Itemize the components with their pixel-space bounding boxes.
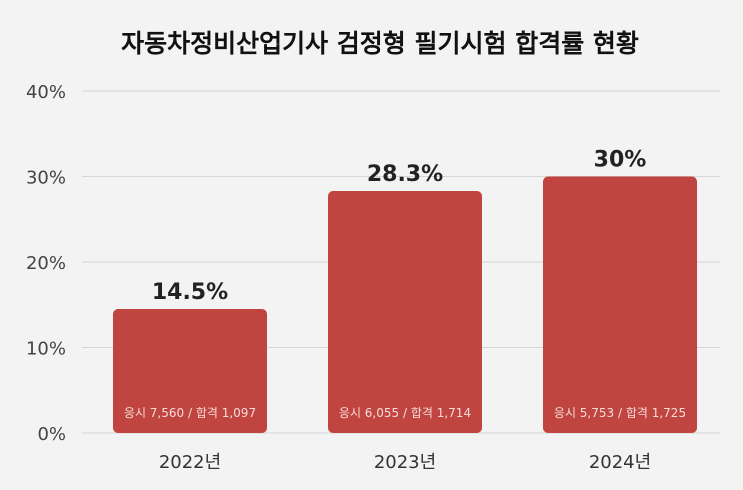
bar bbox=[328, 191, 482, 433]
data-label: 30% bbox=[594, 148, 647, 173]
data-label: 14.5% bbox=[152, 280, 228, 305]
bar bbox=[543, 176, 697, 433]
y-tick-label: 30% bbox=[26, 168, 66, 189]
bar-note: 응시 7,560 / 합격 1,097 bbox=[124, 406, 256, 420]
data-label: 28.3% bbox=[367, 162, 443, 187]
bar-note: 응시 6,055 / 합격 1,714 bbox=[339, 406, 471, 420]
x-tick-label: 2024년 bbox=[589, 452, 651, 473]
bar-note: 응시 5,753 / 합격 1,725 bbox=[554, 406, 686, 420]
x-tick-label: 2023년 bbox=[374, 452, 436, 473]
bar bbox=[113, 309, 267, 433]
y-tick-label: 40% bbox=[26, 82, 66, 103]
y-tick-label: 20% bbox=[26, 253, 66, 274]
y-tick-label: 0% bbox=[37, 424, 66, 445]
y-tick-label: 10% bbox=[26, 339, 66, 360]
x-tick-label: 2022년 bbox=[159, 452, 221, 473]
chart-title: 자동차정비산업기사 검정형 필기시험 합격률 현황 bbox=[121, 29, 639, 58]
